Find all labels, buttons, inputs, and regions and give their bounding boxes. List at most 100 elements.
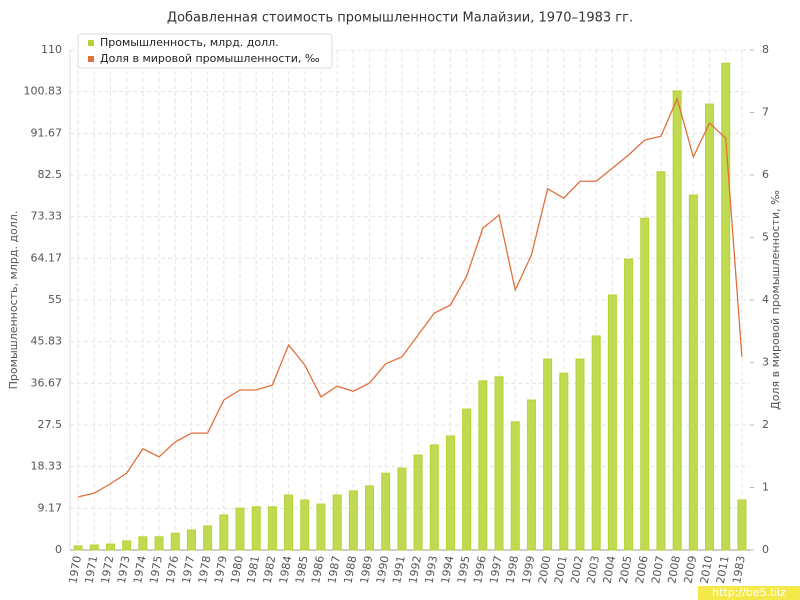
legend-box [77, 33, 333, 69]
y2-tick-label: 2 [762, 418, 769, 431]
bar [73, 545, 83, 551]
y-tick-label: 0 [55, 543, 62, 556]
x-tick-label: 1976 [163, 555, 181, 585]
x-tick-label: 2005 [617, 555, 635, 585]
y-tick-label: 27.5 [38, 418, 63, 431]
bar [235, 507, 245, 551]
x-tick-label: 1987 [325, 555, 343, 585]
x-tick-label: 1990 [374, 555, 392, 585]
bar [624, 258, 634, 551]
x-tick-label: 2011 [714, 555, 732, 585]
y-tick-label: 9.17 [38, 501, 63, 514]
x-tick-label: 1985 [293, 555, 311, 585]
bar [397, 467, 407, 551]
x-tick-label: 1992 [406, 555, 424, 585]
bar [640, 217, 650, 551]
x-tick-label: 2004 [601, 555, 619, 585]
x-tick-label: 1975 [147, 555, 165, 585]
x-tick-label: 2001 [552, 555, 570, 585]
bar [365, 485, 375, 551]
bar [284, 494, 294, 551]
bar [656, 171, 666, 551]
bar [737, 499, 747, 551]
bar [348, 490, 358, 551]
bar [526, 399, 536, 551]
y2-tick-label: 7 [762, 106, 769, 119]
chart-title: Добавленная стоимость промышленности Мал… [167, 11, 633, 26]
bar [89, 544, 99, 551]
bar [672, 90, 682, 551]
bar [105, 543, 115, 551]
x-tick-label: 1980 [228, 555, 246, 585]
x-tick-label: 1997 [487, 555, 505, 585]
x-tick-label: 1994 [439, 555, 457, 585]
x-tick-label: 1972 [99, 555, 117, 585]
y-tick-label: 64.17 [31, 251, 63, 264]
legend-swatch [88, 40, 94, 46]
y-tick-label: 18.33 [31, 460, 63, 473]
y-tick-label: 100.83 [24, 85, 63, 98]
bar [591, 335, 601, 551]
bar [251, 506, 261, 551]
bar [478, 380, 488, 551]
y-tick-label: 82.5 [38, 168, 63, 181]
x-tick-label: 1991 [390, 555, 408, 585]
x-tick-label: 1988 [342, 555, 360, 585]
line [77, 96, 743, 498]
bar [543, 358, 553, 551]
legend-label: Доля в мировой промышленности, ‰ [100, 52, 320, 65]
y-tick-label: 55 [48, 293, 62, 306]
x-tick-label: 2006 [633, 555, 651, 585]
x-tick-label: 1981 [244, 555, 262, 585]
y-tick-label: 91.67 [31, 126, 63, 139]
bar [186, 529, 196, 551]
x-tick-label: 1977 [180, 555, 198, 585]
y2-tick-label: 6 [762, 168, 769, 181]
y-tick-label: 73.33 [31, 210, 63, 223]
x-tick-label: 2003 [584, 555, 602, 585]
bar [122, 540, 132, 551]
x-tick-label: 1978 [196, 555, 214, 585]
x-tick-label: 1998 [503, 555, 521, 585]
bar [559, 372, 569, 551]
y2-tick-label: 8 [762, 43, 769, 56]
watermark-bg [698, 586, 800, 600]
x-tick-label: 1986 [309, 555, 327, 585]
y2-tick-label: 1 [762, 481, 769, 494]
bar [705, 103, 715, 551]
x-tick-label: 1984 [277, 555, 295, 585]
bar [575, 358, 585, 551]
bar [154, 536, 164, 551]
x-tick-label: 2000 [536, 555, 554, 585]
bar [332, 494, 342, 551]
x-tick-label: 1971 [83, 555, 101, 585]
bar [462, 408, 472, 551]
y2-tick-label: 0 [762, 543, 769, 556]
x-tick-label: 2002 [568, 555, 586, 585]
x-tick-label: 1995 [455, 555, 473, 585]
legend-label: Промышленность, млрд. долл. [100, 36, 279, 49]
y-tick-label: 36.67 [31, 376, 63, 389]
legend-swatch [88, 56, 94, 62]
x-tick-label: 1983 [730, 555, 748, 585]
bar [445, 435, 455, 551]
y-tick-label: 110 [41, 43, 62, 56]
x-tick-label: 1973 [115, 555, 133, 585]
bar [721, 62, 731, 551]
x-tick-label: 1974 [131, 555, 149, 585]
x-tick-label: 2010 [698, 555, 716, 585]
y-axis-label: Промышленность, млрд. долл. [7, 211, 20, 390]
bar [170, 532, 180, 551]
x-tick-label: 1993 [423, 555, 441, 585]
x-tick-label: 2008 [665, 555, 683, 585]
bar [510, 421, 520, 551]
x-tick-label: 1979 [212, 555, 230, 585]
y2-tick-label: 5 [762, 231, 769, 244]
bar [381, 472, 391, 551]
bar [267, 506, 277, 551]
bar [300, 499, 310, 551]
x-tick-label: 1982 [261, 555, 279, 585]
y2-tick-label: 3 [762, 356, 769, 369]
bar [413, 454, 423, 551]
